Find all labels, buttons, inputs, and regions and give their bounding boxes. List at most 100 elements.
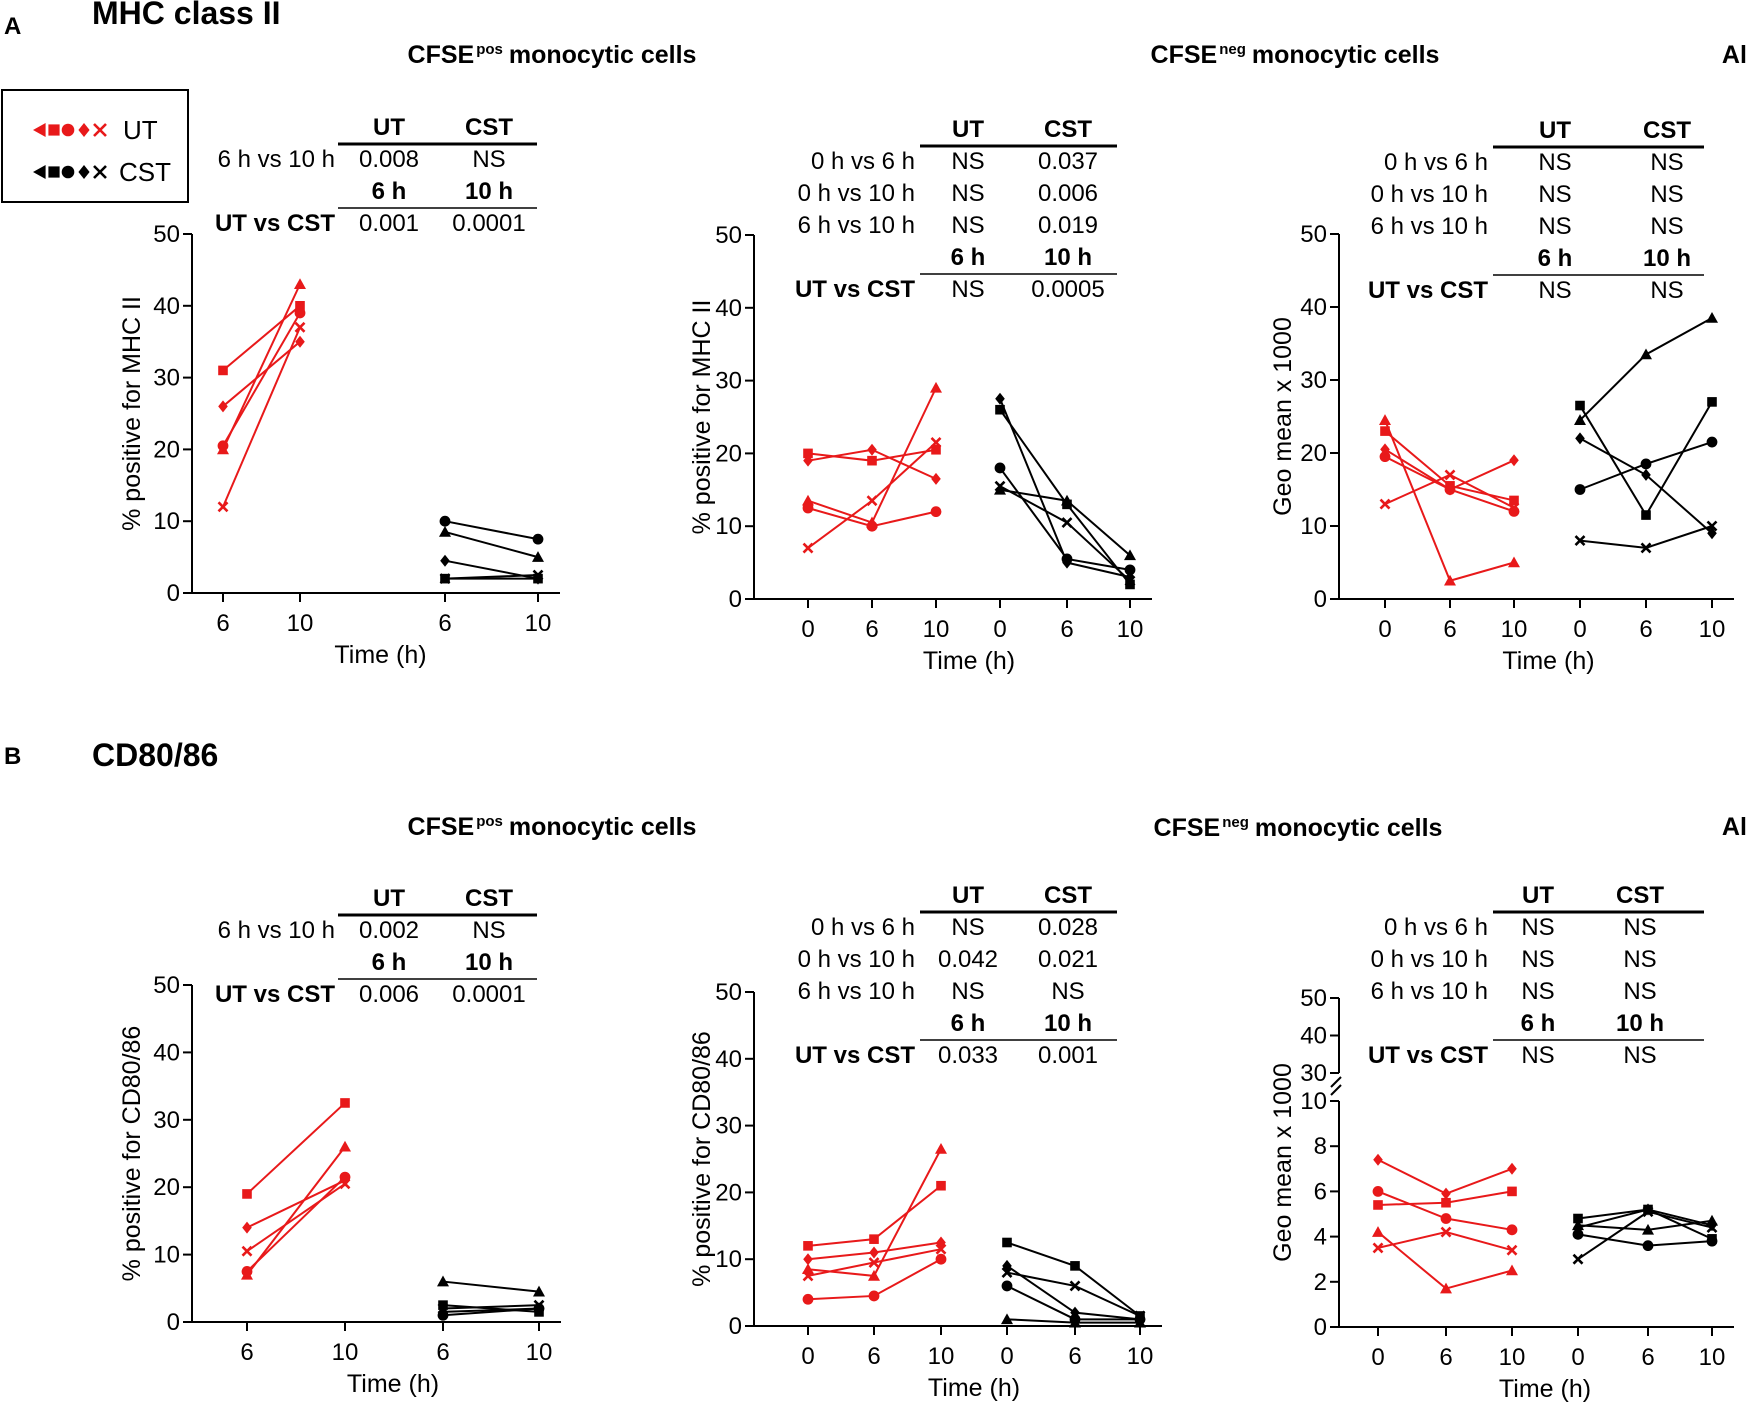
chart-title: CFSE pos monocytic cells bbox=[408, 813, 697, 841]
series-line-ut-circle bbox=[246, 1176, 346, 1273]
x-tick-label: 0 bbox=[1378, 616, 1391, 643]
data-point-ut-triangle bbox=[294, 278, 306, 290]
legend-cst-square-symbol bbox=[48, 166, 60, 178]
data-point-ut-x bbox=[1372, 1242, 1384, 1254]
axis-break-mark bbox=[1330, 1076, 1342, 1088]
series-line-cst-triangle bbox=[442, 1280, 540, 1293]
upper-y-tick-label: 50 bbox=[1300, 985, 1327, 1012]
data-point-ut-diamond bbox=[218, 400, 228, 413]
x-tick-label: 6 bbox=[1641, 1344, 1654, 1371]
y-tick-label: 0 bbox=[729, 1313, 742, 1340]
stats-value: 0.001 bbox=[1038, 1042, 1098, 1069]
data-point-ut-circle bbox=[935, 1253, 947, 1265]
series-line-cst-triangle bbox=[444, 531, 539, 559]
data-point-cst-triangle bbox=[533, 1285, 545, 1297]
data-point-ut-circle bbox=[1440, 1213, 1452, 1224]
data-point-cst-triangle bbox=[439, 525, 451, 537]
data-point-ut-square bbox=[803, 1241, 813, 1251]
legend-cst-circle-symbol bbox=[61, 165, 75, 179]
stats-header: CST bbox=[1044, 116, 1092, 143]
x-tick-label: 6 bbox=[1060, 616, 1073, 643]
data-point-cst-diamond bbox=[1573, 1221, 1583, 1234]
stats-header: 6 h bbox=[372, 949, 407, 976]
y-tick-label: 50 bbox=[153, 972, 180, 999]
data-point-cst-diamond bbox=[1070, 1306, 1080, 1319]
stats-value: NS bbox=[951, 180, 984, 207]
data-point-cst-triangle bbox=[532, 551, 544, 562]
chart-title: Alveolar macrophages bbox=[1722, 813, 1747, 841]
data-point-cst-diamond bbox=[1002, 1259, 1012, 1272]
stats-header: 6 h bbox=[951, 1010, 986, 1037]
chart-title: CFSE pos monocytic cells bbox=[408, 41, 697, 69]
stats-value: NS bbox=[1538, 149, 1571, 176]
data-point-cst-diamond bbox=[1575, 432, 1585, 445]
x-tick-label: 6 bbox=[438, 610, 451, 637]
data-point-ut-x bbox=[1444, 469, 1456, 481]
y-tick-label: 0 bbox=[1314, 1314, 1327, 1341]
x-tick-label: 10 bbox=[1699, 616, 1726, 643]
series-line-ut-diamond bbox=[1377, 1158, 1513, 1195]
upper-y-tick-label: 30 bbox=[1300, 1060, 1327, 1087]
x-tick-label: 0 bbox=[1000, 1343, 1013, 1370]
x-tick-label: 10 bbox=[928, 1343, 955, 1370]
y-tick-label: 4 bbox=[1314, 1224, 1327, 1251]
data-point-cst-x bbox=[1001, 1267, 1013, 1278]
y-tick-label: 6 bbox=[1314, 1178, 1327, 1205]
stats-value: NS bbox=[1521, 946, 1554, 973]
y-tick-label: 0 bbox=[729, 586, 742, 613]
stats-header: CST bbox=[465, 885, 513, 912]
chart-title-main: CFSE bbox=[1151, 41, 1218, 69]
legend-ut-diamond-symbol bbox=[78, 123, 90, 137]
stats-header: UT bbox=[952, 116, 984, 143]
stats-value: NS bbox=[1623, 978, 1656, 1005]
stats-row-label: 6 h vs 10 h bbox=[798, 212, 915, 239]
y-tick-label: 20 bbox=[715, 1179, 742, 1206]
series-line-ut-x bbox=[222, 326, 301, 508]
data-point-ut-diamond bbox=[1445, 483, 1455, 496]
stats-row-label: 0 h vs 6 h bbox=[1384, 914, 1488, 941]
stats-value: NS bbox=[1538, 277, 1571, 304]
data-point-ut-circle bbox=[866, 520, 878, 532]
data-point-ut-square bbox=[867, 455, 877, 466]
data-point-ut-circle bbox=[868, 1290, 880, 1302]
data-point-cst-square bbox=[1573, 1213, 1583, 1224]
stats-value: 0.037 bbox=[1038, 148, 1098, 175]
series-line-ut-circle bbox=[222, 312, 301, 447]
data-point-ut-x bbox=[802, 542, 814, 554]
series-line-cst-diamond bbox=[999, 398, 1131, 579]
y-tick-label: 30 bbox=[715, 1113, 742, 1140]
data-point-ut-diamond bbox=[931, 472, 941, 485]
data-point-cst-x bbox=[1706, 520, 1718, 532]
data-point-cst-square bbox=[1062, 499, 1072, 510]
y-tick-label: 30 bbox=[1300, 367, 1327, 394]
data-point-ut-square bbox=[1373, 1200, 1383, 1210]
y-tick-label: 50 bbox=[153, 221, 180, 248]
stats-row-label: 0 h vs 10 h bbox=[798, 946, 915, 973]
chart-a1: CFSE pos monocytic cells 0 10 20 30 40 50 6 10 6 10 T… bbox=[118, 41, 696, 669]
stats-value: NS bbox=[472, 146, 505, 173]
data-point-cst-x bbox=[437, 1303, 449, 1314]
chart-title-rest: monocytic cells bbox=[509, 813, 697, 841]
stats-row-label: UT vs CST bbox=[795, 276, 915, 303]
y-tick-label: 8 bbox=[1314, 1133, 1327, 1160]
series-line-ut-square bbox=[222, 305, 301, 372]
data-point-cst-x bbox=[1706, 1222, 1718, 1233]
chart-title-main: CFSE bbox=[408, 813, 475, 841]
x-tick-label: 0 bbox=[801, 616, 814, 643]
data-point-ut-x bbox=[1379, 498, 1391, 510]
stats-header: 10 h bbox=[465, 178, 513, 205]
series-line-cst-x bbox=[442, 1304, 540, 1310]
x-tick-label: 0 bbox=[1371, 1344, 1384, 1371]
stats-value: 0.008 bbox=[359, 146, 419, 173]
data-point-cst-x bbox=[532, 569, 544, 581]
data-point-ut-square bbox=[340, 1098, 350, 1108]
data-point-ut-diamond bbox=[869, 1246, 879, 1259]
stats-header: CST bbox=[465, 114, 513, 141]
y-tick-label: 50 bbox=[715, 979, 742, 1006]
y-tick-label: 40 bbox=[153, 1039, 180, 1066]
y-tick-label: 30 bbox=[153, 365, 180, 392]
chart-b1: CFSE pos monocytic cells 0 10 20 30 40 50 6 10 6 10 T… bbox=[118, 813, 696, 1398]
data-point-cst-triangle bbox=[1574, 414, 1586, 425]
y-tick-label: 0 bbox=[167, 580, 180, 607]
